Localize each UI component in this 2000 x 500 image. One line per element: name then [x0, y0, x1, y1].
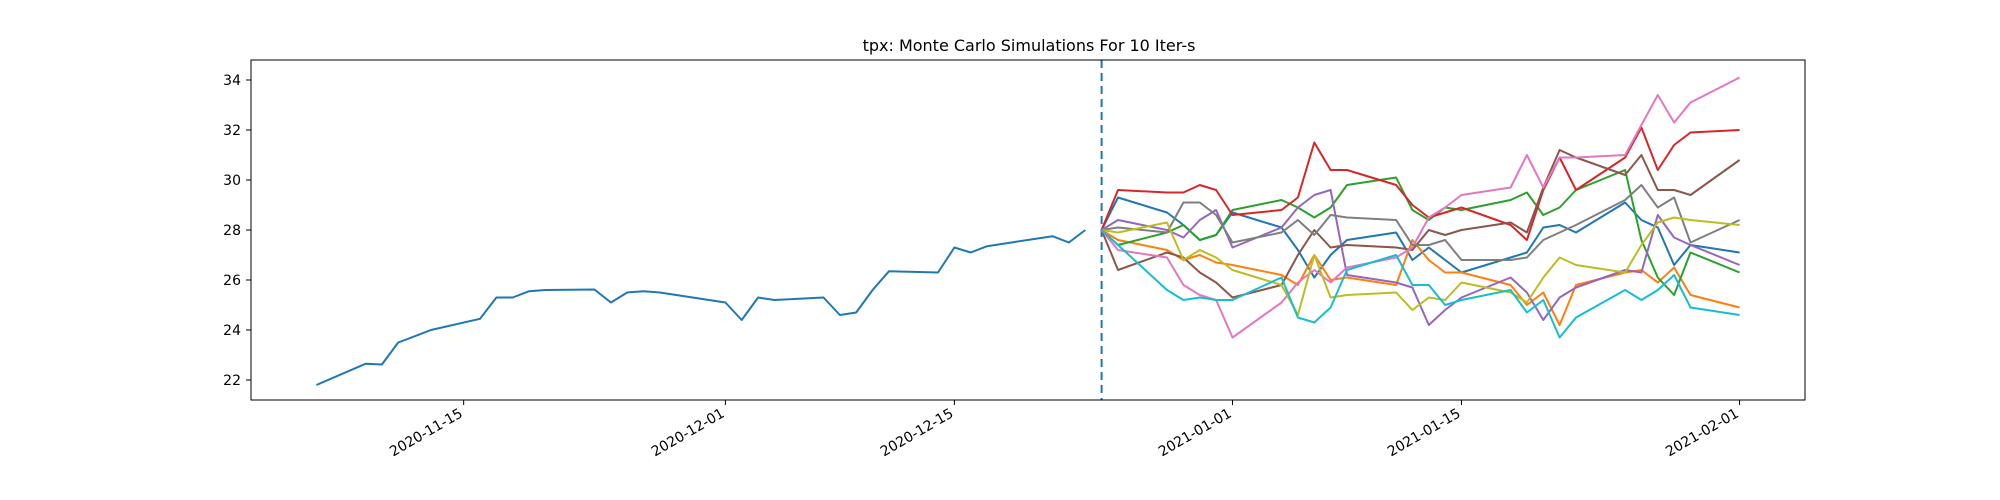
y-tick-label: 22 [223, 373, 241, 389]
x-tick-label: 2020-12-15 [878, 406, 956, 461]
x-tick-label: 2020-12-01 [649, 406, 727, 461]
simulation-line-10 [1100, 229, 1740, 339]
simulation-line-7 [1100, 76, 1741, 339]
x-tick-label: 2021-01-15 [1385, 406, 1463, 461]
y-tick-label: 28 [223, 223, 241, 239]
y-tick-label: 32 [223, 123, 241, 139]
x-tick-label: 2020-11-15 [387, 406, 465, 461]
y-tick-label: 34 [223, 73, 241, 89]
simulation-line-4 [1100, 126, 1740, 241]
y-tick-label: 30 [223, 173, 241, 189]
chart-title: tpx: Monte Carlo Simulations For 10 Iter… [863, 36, 1196, 55]
x-tick-label: 2021-01-01 [1156, 406, 1234, 461]
x-tick-label: 2021-02-01 [1663, 406, 1741, 461]
history-line [316, 229, 1086, 386]
simulation-line-9 [1101, 216, 1740, 316]
plot-frame [250, 59, 1806, 401]
simulation-line-5 [1101, 189, 1740, 326]
y-tick-label: 26 [223, 273, 241, 289]
simulation-line-6 [1100, 149, 1741, 299]
simulation-line-3 [1100, 169, 1740, 296]
simulation-line-8 [1101, 184, 1741, 261]
plot-content [316, 60, 1741, 400]
axes: 22 24 26 28 30 32 34 2020-11-15 2020-12-01 2020-1… [223, 73, 1741, 460]
y-tick-label: 24 [223, 323, 241, 339]
